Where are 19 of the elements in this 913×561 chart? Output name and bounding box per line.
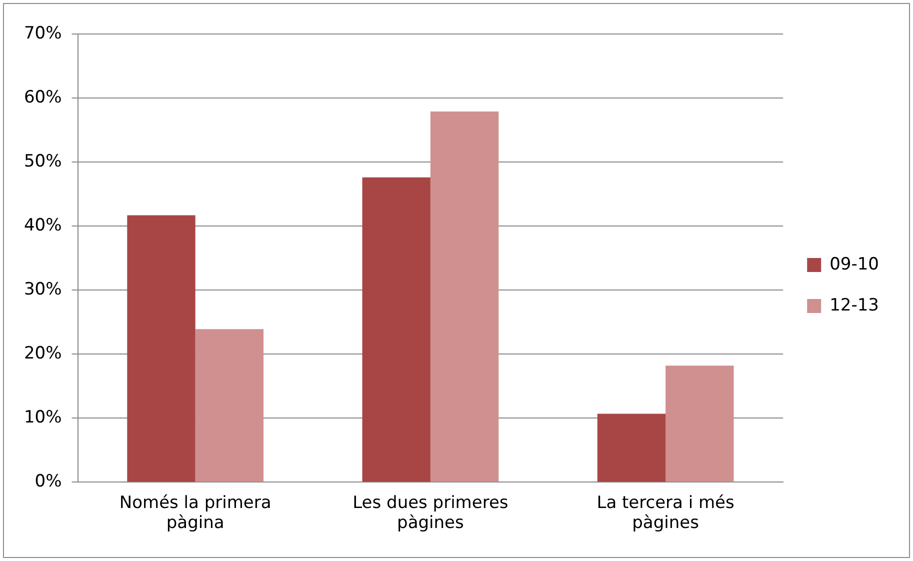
bar <box>597 414 666 482</box>
y-tick-label: 0% <box>34 472 62 492</box>
x-tick-label: La tercera i més pàgines <box>596 492 735 534</box>
y-tick-label: 40% <box>24 216 62 236</box>
y-tick-label: 30% <box>24 280 62 300</box>
y-tick-label: 70% <box>24 23 62 44</box>
bar <box>666 366 734 482</box>
legend-label: 09-10 <box>830 254 880 274</box>
bar <box>362 177 430 482</box>
y-tick-label: 20% <box>24 344 62 364</box>
y-tick-label: 10% <box>24 408 62 428</box>
bar <box>127 215 196 482</box>
bar <box>195 329 264 482</box>
y-tick-label: 60% <box>24 87 62 108</box>
x-tick-label: Només la primera pàgina <box>119 492 272 534</box>
legend-label: 12-13 <box>830 295 880 316</box>
bar <box>430 111 499 482</box>
y-tick-label: 50% <box>24 151 62 172</box>
x-tick-label: Les dues primeres pàgines <box>352 492 508 534</box>
